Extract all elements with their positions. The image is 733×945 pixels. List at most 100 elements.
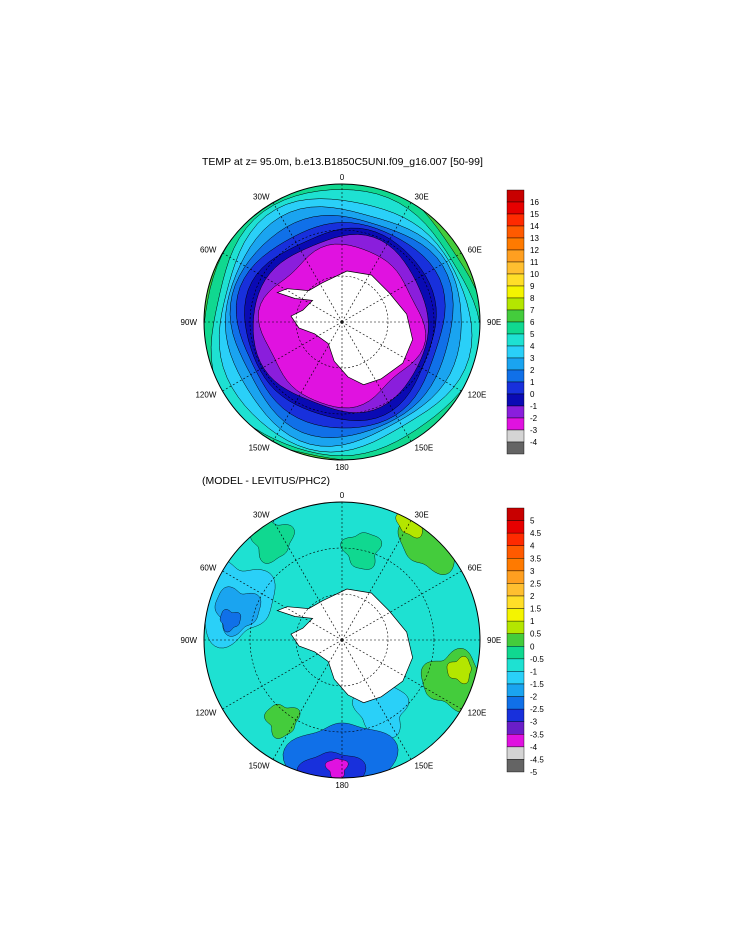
colorbar-swatch [506,520,525,534]
meridian-line [272,321,343,442]
antarctica-landmass [276,270,413,386]
meridian-line [341,202,412,323]
colorbar-label: 1.5 [530,605,542,614]
colorbar-label: -4 [530,438,538,447]
colorbar-label: -1 [530,667,538,676]
longitude-label-l30e: 30E [415,192,429,201]
difference-background [204,502,480,778]
meridian-line [272,639,343,760]
colorbar-label: 13 [530,234,539,243]
colorbar-swatch [506,646,525,660]
colorbar-swatch [506,297,525,311]
colorbar-swatch [506,746,525,760]
temp-contour-band [225,206,462,447]
panel-title-temperature: TEMP at z= 95.0m, b.e13.B1850C5UNI.f09_g… [202,156,483,168]
colorbar-swatch [506,721,525,735]
colorbar-swatch [506,633,525,647]
meridian-line [222,321,343,392]
difference-contour [219,609,241,633]
longitude-label-l150e: 150E [415,762,434,771]
colorbar-label: 16 [530,198,539,207]
colorbar-swatch [506,734,525,748]
colorbar-label: 8 [530,294,535,303]
colorbar-label: -2 [530,693,538,702]
longitude-label-l150e: 150E [415,444,434,453]
difference-contour [421,648,479,713]
difference-contour [296,751,367,778]
meridian-line [341,639,462,710]
meridian-line [272,520,343,641]
colorbar-swatch [506,570,525,584]
longitude-label-l60w: 60W [200,564,217,573]
colorbar-swatch [506,273,525,287]
latitude-circle [295,275,389,369]
colorbar-swatch [506,708,525,722]
ocean-warm-band [204,184,480,460]
colorbar-label: 3 [530,567,535,576]
difference-contour [397,506,462,575]
colorbar-label: -1.5 [530,680,544,689]
colorbar-label: 9 [530,282,535,291]
colorbar-swatch [506,225,525,239]
colorbar-label: 1 [530,378,535,387]
colorbar-label: 15 [530,210,539,219]
colorbar-label: 0 [530,642,535,651]
colorbar-swatch [506,429,525,443]
meridian-line [222,570,343,641]
colorbar-label: 4 [530,542,535,551]
meridian-line [341,321,462,392]
colorbar-label: 0.5 [530,630,542,639]
colorbar-label: -3 [530,426,538,435]
longitude-label-l60e: 60E [468,246,482,255]
longitude-label-l90e: 90E [487,636,501,645]
longitude-label-bottom: 180 [335,463,349,472]
temp-contour-band [210,189,480,457]
difference-contour [264,703,301,739]
longitude-label-l30e: 30E [415,510,429,519]
temp-contour-band [229,215,454,438]
colorbar-swatch [506,532,525,546]
meridian-line [341,321,412,442]
difference-contour [446,656,472,684]
colorbar-swatch [506,683,525,697]
colorbar-label: -1 [530,402,538,411]
colorbar-swatch [506,405,525,419]
colorbar-label: -0.5 [530,655,544,664]
latitude-circle [249,229,435,415]
colorbar-swatch [506,696,525,710]
latitude-circle [249,547,435,733]
colorbar-swatch [506,189,525,203]
difference-contour [250,519,295,564]
colorbar-swatch [506,213,525,227]
temp-contour-band [235,222,446,429]
colorbar-swatch [506,608,525,622]
colorbar-label: 5 [530,330,535,339]
colorbar-swatch [506,558,525,572]
colorbar-swatch [506,369,525,383]
colorbar-label: 1 [530,617,535,626]
colorbar-swatch [506,583,525,597]
colorbar-swatch [506,285,525,299]
colorbar-swatch [506,309,525,323]
meridian-line [341,570,462,641]
colorbar-swatch [506,658,525,672]
colorbar-label: 4 [530,342,535,351]
colorbar-swatch [506,249,525,263]
colorbar-swatch [506,441,525,455]
map-border [203,183,481,461]
longitude-label-l120w: 120W [195,709,216,718]
colorbar-label: -2 [530,414,538,423]
difference-map: 0 180 30W 30E 60W 60E 90W 90E 120W 120E 150W 150E 5 4… [181,491,545,790]
longitude-label-l150w: 150W [249,762,270,771]
longitude-label-top: 0 [340,491,345,500]
colorbar-label: 5 [530,517,535,526]
longitude-label-l120w: 120W [195,391,216,400]
colorbar-swatch [506,381,525,395]
longitude-label-l90w: 90W [181,636,198,645]
panel-title-difference: (MODEL - LEVITUS/PHC2) [202,475,330,487]
colorbar-label: -3.5 [530,730,544,739]
difference-contour [324,758,349,778]
colorbar-swatch [506,201,525,215]
colorbar-label: 6 [530,318,535,327]
